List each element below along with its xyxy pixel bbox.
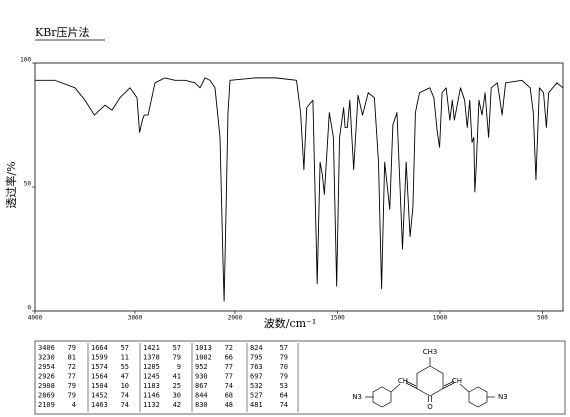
x-tick-label: 4000 bbox=[28, 315, 43, 322]
peak-wavenumber: 763 bbox=[250, 363, 263, 371]
peak-transmittance: 42 bbox=[173, 401, 181, 409]
peak-transmittance: 72 bbox=[68, 363, 76, 371]
peak-wavenumber: 1245 bbox=[143, 373, 160, 381]
peak-wavenumber: 2926 bbox=[38, 373, 55, 381]
peak-wavenumber: 867 bbox=[195, 382, 208, 390]
peak-transmittance: 74 bbox=[121, 392, 129, 400]
peak-transmittance: 79 bbox=[68, 392, 76, 400]
table-dividers bbox=[87, 343, 299, 412]
peak-wavenumber: 532 bbox=[250, 382, 263, 390]
peak-wavenumber: 3406 bbox=[38, 344, 55, 352]
peak-wavenumber: 527 bbox=[250, 392, 263, 400]
peak-transmittance: 72 bbox=[225, 344, 233, 352]
peak-wavenumber: 1421 bbox=[143, 344, 160, 352]
chart-title: KBr压片法 bbox=[35, 25, 90, 39]
peak-transmittance: 9 bbox=[177, 363, 181, 371]
peak-wavenumber: 1452 bbox=[91, 392, 108, 400]
peak-transmittance: 57 bbox=[280, 344, 288, 352]
peak-transmittance: 70 bbox=[280, 363, 288, 371]
peak-wavenumber: 830 bbox=[195, 401, 208, 409]
peak-wavenumber: 1285 bbox=[143, 363, 160, 371]
x-tick-label: 3000 bbox=[128, 315, 143, 322]
peak-transmittance: 11 bbox=[121, 354, 129, 362]
peak-wavenumber: 2109 bbox=[38, 401, 55, 409]
peak-wavenumber: 1013 bbox=[195, 344, 212, 352]
peak-transmittance: 79 bbox=[68, 382, 76, 390]
peak-transmittance: 77 bbox=[68, 373, 76, 381]
peak-transmittance: 74 bbox=[121, 401, 129, 409]
peak-wavenumber: 1002 bbox=[195, 354, 212, 362]
peak-wavenumber: 1564 bbox=[91, 373, 108, 381]
peak-wavenumber: 795 bbox=[250, 354, 263, 362]
peak-transmittance: 68 bbox=[225, 392, 233, 400]
x-axis-label: 波数/cm⁻¹ bbox=[264, 317, 317, 330]
peak-transmittance: 81 bbox=[68, 354, 76, 362]
methyl-label: CH3 bbox=[423, 348, 438, 356]
peak-transmittance: 64 bbox=[280, 392, 288, 400]
peak-transmittance: 55 bbox=[121, 363, 129, 371]
oxygen-label: O bbox=[427, 403, 433, 411]
peak-transmittance: 77 bbox=[225, 363, 233, 371]
peak-wavenumber: 844 bbox=[195, 392, 208, 400]
table-frame bbox=[34, 340, 566, 415]
peak-wavenumber: 2954 bbox=[38, 363, 55, 371]
peak-transmittance: 74 bbox=[280, 401, 288, 409]
peak-wavenumber: 1132 bbox=[143, 401, 160, 409]
peak-wavenumber: 2908 bbox=[38, 382, 55, 390]
x-tick-label: 1000 bbox=[433, 315, 448, 322]
peak-wavenumber: 1504 bbox=[91, 382, 108, 390]
peak-wavenumber: 1378 bbox=[143, 354, 160, 362]
peak-wavenumber: 1183 bbox=[143, 382, 160, 390]
peak-transmittance: 48 bbox=[225, 401, 233, 409]
x-tick-label: 2000 bbox=[228, 315, 243, 322]
peak-transmittance: 79 bbox=[173, 354, 181, 362]
peak-wavenumber: 824 bbox=[250, 344, 263, 352]
peak-transmittance: 47 bbox=[121, 373, 129, 381]
azide-label: N3 bbox=[498, 393, 508, 401]
peak-transmittance: 74 bbox=[225, 382, 233, 390]
peak-transmittance: 10 bbox=[121, 382, 129, 390]
ch-label: CH bbox=[398, 377, 408, 385]
x-tick-label: 1500 bbox=[330, 315, 345, 322]
peak-wavenumber: 1599 bbox=[91, 354, 108, 362]
peak-transmittance: 79 bbox=[68, 344, 76, 352]
peak-wavenumber: 1463 bbox=[91, 401, 108, 409]
peak-transmittance: 41 bbox=[173, 373, 181, 381]
peak-transmittance: 25 bbox=[173, 382, 181, 390]
y-tick-label: 100 bbox=[20, 57, 31, 64]
ch-label: CH bbox=[452, 377, 462, 385]
peak-wavenumber: 2869 bbox=[38, 392, 55, 400]
peak-transmittance: 4 bbox=[72, 401, 76, 409]
peak-wavenumber: 952 bbox=[195, 363, 208, 371]
peak-transmittance: 79 bbox=[280, 354, 288, 362]
peak-wavenumber: 3230 bbox=[38, 354, 55, 362]
azide-label: N3 bbox=[352, 393, 362, 401]
y-tick-label: 0 bbox=[27, 305, 31, 312]
y-tick-label: 50 bbox=[24, 181, 32, 188]
peak-transmittance: 66 bbox=[225, 354, 233, 362]
spectrum-line bbox=[35, 77, 564, 302]
peak-transmittance: 57 bbox=[173, 344, 181, 352]
peak-transmittance: 57 bbox=[121, 344, 129, 352]
peak-wavenumber: 697 bbox=[250, 373, 263, 381]
peak-wavenumber: 930 bbox=[195, 373, 208, 381]
peak-transmittance: 30 bbox=[173, 392, 181, 400]
peak-transmittance: 77 bbox=[225, 373, 233, 381]
y-axis-label: 透过率/% bbox=[4, 161, 18, 208]
peak-wavenumber: 1146 bbox=[143, 392, 160, 400]
structure-drawing bbox=[365, 357, 495, 408]
peak-wavenumber: 1664 bbox=[91, 344, 108, 352]
peak-transmittance: 53 bbox=[280, 382, 288, 390]
peak-wavenumber: 1574 bbox=[91, 363, 108, 371]
peak-wavenumber: 481 bbox=[250, 401, 263, 409]
peak-transmittance: 79 bbox=[280, 373, 288, 381]
x-tick-label: 500 bbox=[537, 315, 548, 322]
